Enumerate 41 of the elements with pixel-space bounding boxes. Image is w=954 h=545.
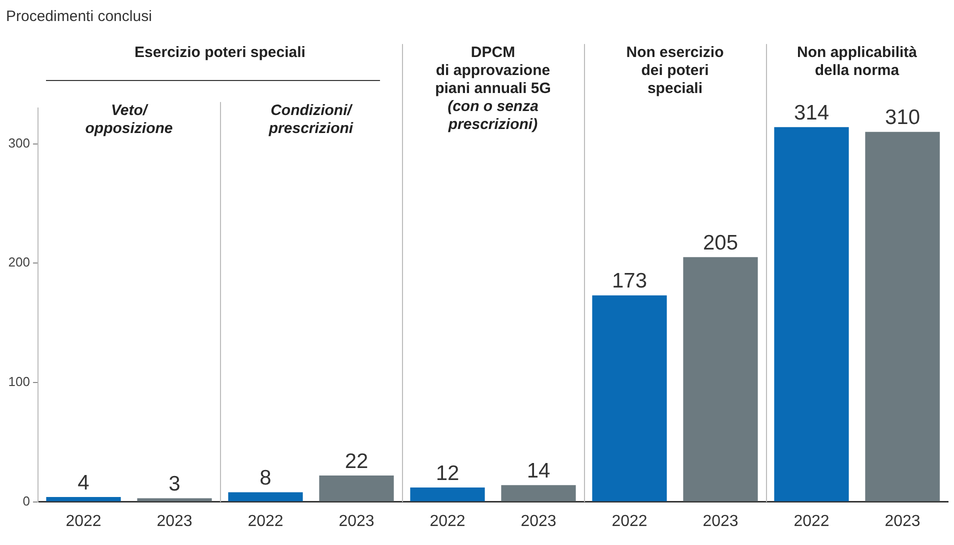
- x-tick-label: 2023: [702, 512, 738, 530]
- data-label: 4: [78, 471, 90, 494]
- bar: [410, 487, 485, 502]
- x-tick-label: 2023: [338, 512, 374, 530]
- x-tick-label: 2023: [156, 512, 192, 530]
- bar: [501, 485, 576, 502]
- bar: [137, 498, 212, 502]
- data-label: 173: [612, 270, 648, 293]
- bar: [46, 497, 121, 502]
- bar: [592, 295, 667, 502]
- text: Non applicabilità della norma: [796, 44, 918, 80]
- bar: [683, 257, 758, 502]
- x-tick-label: 2022: [66, 512, 102, 530]
- x-tick-label: 2023: [520, 512, 556, 530]
- text: Non esercizio dei poteri speciali: [626, 44, 724, 98]
- y-tick-label: 100: [8, 374, 30, 390]
- data-label: 12: [436, 462, 460, 485]
- bar: [865, 132, 940, 502]
- text: Esercizio poteri speciali: [134, 44, 306, 62]
- y-tick-label: 300: [8, 135, 30, 150]
- x-tick-label: 2022: [794, 512, 830, 530]
- y-tick-label: 0: [22, 493, 30, 508]
- x-tick-label: 2022: [612, 512, 648, 530]
- bar: [319, 476, 394, 502]
- data-label: 314: [794, 101, 830, 124]
- data-label: 205: [702, 231, 738, 254]
- data-label: 8: [260, 466, 272, 490]
- data-label: 14: [526, 459, 550, 482]
- data-label: 310: [884, 106, 920, 130]
- annotation: Condizioni/ prescrizioni: [268, 102, 354, 137]
- y-tick-label: 200: [8, 254, 30, 270]
- data-label: 22: [344, 450, 368, 473]
- annotation: Veto/ opposizione: [85, 102, 173, 137]
- x-tick-label: 2022: [430, 512, 466, 530]
- data-label: 3: [168, 472, 180, 496]
- bar: [228, 492, 303, 502]
- x-tick-label: 2022: [248, 512, 284, 530]
- bar: [774, 127, 849, 502]
- chart-title: Procedimenti conclusi: [6, 8, 152, 25]
- annotation: DPCM di approvazione piani annuali 5G (con o senza prescrizioni): [435, 44, 551, 134]
- x-tick-label: 2023: [884, 512, 920, 530]
